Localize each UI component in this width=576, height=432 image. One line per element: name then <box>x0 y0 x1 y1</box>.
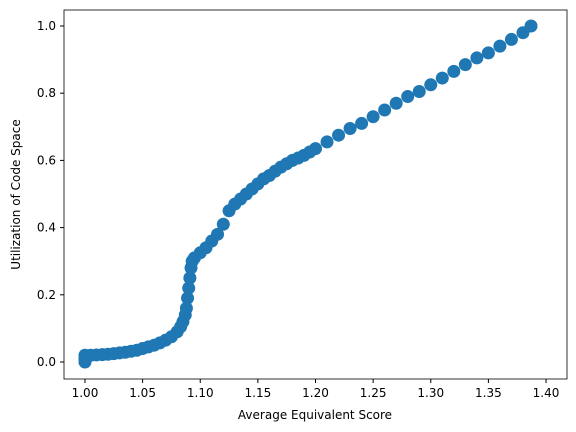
point <box>378 103 392 117</box>
x-tick-label: 1.20 <box>302 386 329 400</box>
x-tick-label: 1.05 <box>129 386 156 400</box>
x-axis-label: Average Equivalent Score <box>238 408 392 422</box>
point <box>216 217 230 231</box>
point <box>470 51 484 65</box>
point <box>493 39 507 53</box>
point <box>481 46 495 60</box>
x-tick-label: 1.00 <box>72 386 99 400</box>
point <box>524 19 538 33</box>
x-tick-label: 1.25 <box>360 386 387 400</box>
plot-frame <box>63 9 568 380</box>
point <box>401 90 415 104</box>
x-tick-label: 1.40 <box>533 386 560 400</box>
point <box>447 64 461 78</box>
y-tick-label: 0.2 <box>37 288 56 302</box>
y-tick-label: 0.4 <box>37 221 56 235</box>
y-axis-label: Utilization of Code Space <box>9 119 23 269</box>
x-tick-label: 1.10 <box>187 386 214 400</box>
point <box>343 121 357 135</box>
point <box>366 110 380 124</box>
point <box>389 96 403 110</box>
point <box>412 85 426 99</box>
y-tick-label: 0.0 <box>37 355 56 369</box>
point <box>183 271 197 285</box>
point <box>182 281 196 295</box>
point <box>355 116 369 130</box>
point <box>504 32 518 46</box>
point <box>424 78 438 92</box>
x-tick-label: 1.35 <box>475 386 502 400</box>
point <box>211 227 225 241</box>
point <box>179 301 193 315</box>
point <box>435 71 449 85</box>
y-tick-label: 0.8 <box>37 86 56 100</box>
point <box>320 135 334 149</box>
x-tick-label: 1.15 <box>245 386 272 400</box>
y-tick-label: 1.0 <box>37 19 56 33</box>
point <box>181 291 195 305</box>
x-tick-label: 1.30 <box>417 386 444 400</box>
point <box>309 142 322 156</box>
point <box>458 58 472 72</box>
y-tick-label: 0.6 <box>37 153 56 167</box>
point <box>332 128 346 142</box>
